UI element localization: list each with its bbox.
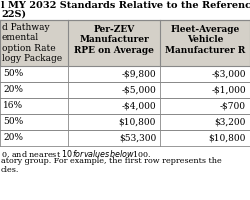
Text: -$700: -$700 (220, 102, 246, 110)
Text: $53,300: $53,300 (119, 134, 156, 142)
Bar (0, 66, 68, 82)
Text: 50%: 50% (3, 70, 23, 78)
Bar (160, 130, 250, 146)
Bar (160, 98, 250, 114)
Bar (68, 130, 160, 146)
Bar (160, 20, 250, 66)
Text: cles.: cles. (1, 166, 20, 174)
Text: Per-ZEV
Manufacturer
RPE on Average: Per-ZEV Manufacturer RPE on Average (74, 25, 154, 55)
Text: -$9,800: -$9,800 (122, 70, 156, 78)
Text: 50%: 50% (3, 117, 23, 127)
Text: 20%: 20% (3, 86, 23, 95)
Text: -$1,000: -$1,000 (212, 86, 246, 95)
Bar (160, 114, 250, 130)
Text: 22S): 22S) (1, 10, 26, 19)
Text: 16%: 16% (3, 102, 23, 110)
Bar (68, 20, 160, 66)
Bar (0, 82, 68, 98)
Text: Fleet-Average
Vehicle
Manufacturer R: Fleet-Average Vehicle Manufacturer R (165, 25, 245, 55)
Bar (160, 82, 250, 98)
Text: -$5,000: -$5,000 (121, 86, 156, 95)
Text: $10,800: $10,800 (119, 117, 156, 127)
Bar (0, 130, 68, 146)
Bar (0, 20, 68, 66)
Bar (68, 114, 160, 130)
Bar (160, 66, 250, 82)
Text: -$3,000: -$3,000 (212, 70, 246, 78)
Text: -$4,000: -$4,000 (122, 102, 156, 110)
Text: 20%: 20% (3, 134, 23, 142)
Text: $10,800: $10,800 (208, 134, 246, 142)
Bar (68, 82, 160, 98)
Text: l MY 2032 Standards Relative to the Reference Ca: l MY 2032 Standards Relative to the Refe… (1, 1, 250, 10)
Bar (68, 66, 160, 82)
Bar (68, 98, 160, 114)
Bar (0, 114, 68, 130)
Text: d Pathway
emental
option Rate
logy Package: d Pathway emental option Rate logy Packa… (2, 23, 62, 63)
Bar (0, 98, 68, 114)
Text: atory group. For example, the first row represents the: atory group. For example, the first row … (1, 157, 222, 165)
Text: $3,200: $3,200 (214, 117, 246, 127)
Text: 0, and nearest $10 for values below $100.: 0, and nearest $10 for values below $100… (1, 148, 152, 160)
